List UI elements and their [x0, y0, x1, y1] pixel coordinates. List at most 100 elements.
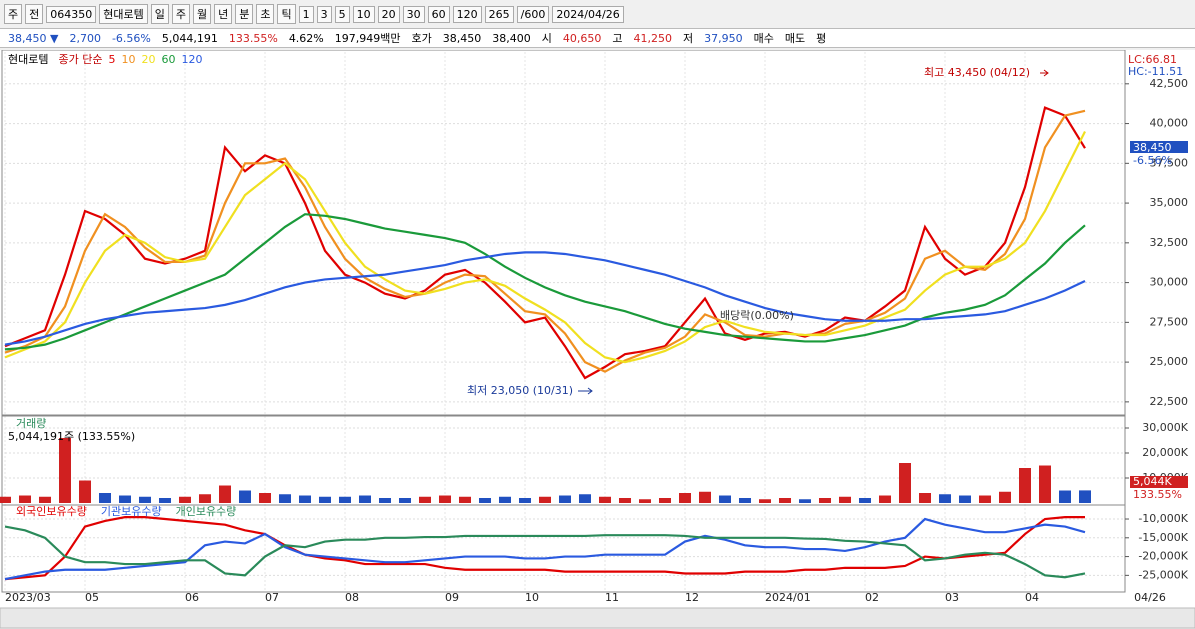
info-field[interactable]: 평: [816, 32, 827, 45]
volume-bar: [419, 496, 431, 503]
toolbar-button[interactable]: 120: [452, 5, 482, 23]
toolbar-button[interactable]: 분: [235, 4, 254, 24]
info-field[interactable]: 매도: [784, 32, 806, 45]
annotation: 133.55%: [1133, 488, 1182, 501]
y-tick-label: -10,000K: [1138, 512, 1188, 525]
volume-bar: [1059, 490, 1071, 503]
volume-bar: [0, 496, 11, 503]
y-tick-label: -25,000K: [1138, 568, 1188, 581]
annotation: 배당락(0.00%): [720, 309, 794, 322]
annotation: 최고 43,450 (04/12): [924, 66, 1030, 79]
toolbar-button[interactable]: 10: [352, 5, 375, 23]
toolbar-button[interactable]: 3: [316, 5, 332, 23]
volume-bar: [859, 498, 871, 503]
toolbar-button[interactable]: 2024/04/26: [552, 5, 624, 23]
series-line: [4, 213, 1086, 351]
volume-bar: [959, 495, 971, 503]
legend-label: 종가 단순: [58, 53, 102, 66]
x-tick-label: 10: [525, 591, 539, 604]
toolbar-button[interactable]: 전: [25, 4, 44, 24]
toolbar-button[interactable]: 60: [427, 5, 450, 23]
volume-bar: [559, 495, 571, 503]
legend: 외국인보유수량 기관보유수량 개인보유수량: [16, 505, 236, 518]
y-tick-label: 37,500: [1150, 156, 1189, 169]
toolbar-button[interactable]: 일: [150, 4, 169, 24]
y-tick-label: 30,000K: [1142, 421, 1188, 434]
volume-bar: [319, 496, 331, 503]
legend-entry: 60: [161, 53, 175, 66]
series-line: [4, 106, 1086, 380]
x-tick-label: 12: [685, 591, 699, 604]
info-field: 133.55%: [228, 31, 278, 45]
volume-bar: [39, 496, 51, 503]
info-field[interactable]: 매수: [753, 32, 774, 45]
toolbar-button[interactable]: 초: [256, 4, 275, 24]
volume-bar: [839, 496, 851, 503]
volume-bar: [819, 498, 831, 503]
toolbar-button[interactable]: 주: [171, 4, 190, 24]
volume-bar: [999, 491, 1011, 503]
toolbar-button[interactable]: 주: [4, 4, 23, 24]
toolbar-button[interactable]: 20: [377, 5, 400, 23]
x-end-label: 04/26: [1134, 591, 1166, 604]
info-bar: 38,450 ▼ 2,700 -6.56% 5,044,191 133.55% 4.62%…: [0, 28, 1195, 48]
info-field: 시: [541, 32, 552, 45]
y-tick-label: -20,000K: [1138, 550, 1188, 563]
volume-bar: [99, 493, 111, 503]
toolbar-button[interactable]: 월: [192, 4, 212, 24]
info-field: 38,400: [492, 31, 531, 45]
x-tick-label: 05: [85, 591, 99, 604]
toolbar-button[interactable]: 5: [334, 5, 350, 23]
toolbar-button[interactable]: /600: [516, 5, 550, 23]
volume-bar: [699, 491, 711, 503]
volume-bar: [159, 498, 171, 503]
info-field: 37,950: [704, 31, 743, 45]
volume-bar: [239, 490, 251, 503]
series-line: [4, 516, 1085, 581]
info-field: 호가: [411, 32, 432, 45]
volume-bar: [779, 498, 791, 503]
volume-bar: [879, 495, 891, 503]
volume-bar: [899, 463, 911, 503]
info-field: 38,450: [442, 31, 482, 45]
volume-bar: [359, 495, 371, 503]
toolbar-button[interactable]: 틱: [277, 4, 296, 24]
volume-bar: [139, 496, 151, 503]
toolbar-button[interactable]: 064350: [46, 5, 97, 23]
volume-bar: [339, 496, 351, 503]
volume-bar: [619, 498, 631, 503]
volume-bar: [739, 498, 751, 503]
info-field: 40,650: [562, 31, 602, 45]
y-tick-label: 35,000: [1150, 196, 1189, 209]
legend-entry: 20: [141, 53, 155, 66]
info-field: -6.56%: [111, 31, 151, 45]
toolbar-button[interactable]: 년: [214, 4, 233, 24]
volume-bar: [499, 496, 511, 503]
toolbar-button[interactable]: 265: [484, 5, 514, 23]
volume-bar: [539, 496, 551, 503]
info-field: 2,700: [69, 31, 101, 45]
volume-bar: [919, 493, 931, 503]
y-tick-label: 22,500: [1150, 395, 1189, 408]
volume-bar: [1019, 468, 1031, 503]
info-field: 5,044,191: [161, 31, 218, 45]
legend-entry: 10: [121, 53, 135, 66]
toolbar-button[interactable]: 30: [402, 5, 425, 23]
toolbar-button[interactable]: 현대로템: [99, 4, 148, 24]
x-tick-label: 08: [345, 591, 359, 604]
volume-bar: [199, 494, 211, 503]
annotation: -6.56%: [1133, 154, 1172, 167]
volume-bar: [79, 480, 91, 503]
scrollbar[interactable]: [0, 607, 1195, 629]
volume-bar: [939, 494, 951, 503]
annotation: 5,044K: [1133, 475, 1172, 488]
volume-bar: [719, 495, 731, 503]
x-tick-label: 07: [265, 591, 279, 604]
volume-bar: [1039, 465, 1051, 503]
panel-frame: [1, 50, 1126, 416]
toolbar-button[interactable]: 1: [298, 5, 314, 23]
volume-bar: [519, 498, 531, 503]
info-field: 38,450 ▼: [8, 31, 59, 45]
volume-bar: [379, 498, 391, 503]
